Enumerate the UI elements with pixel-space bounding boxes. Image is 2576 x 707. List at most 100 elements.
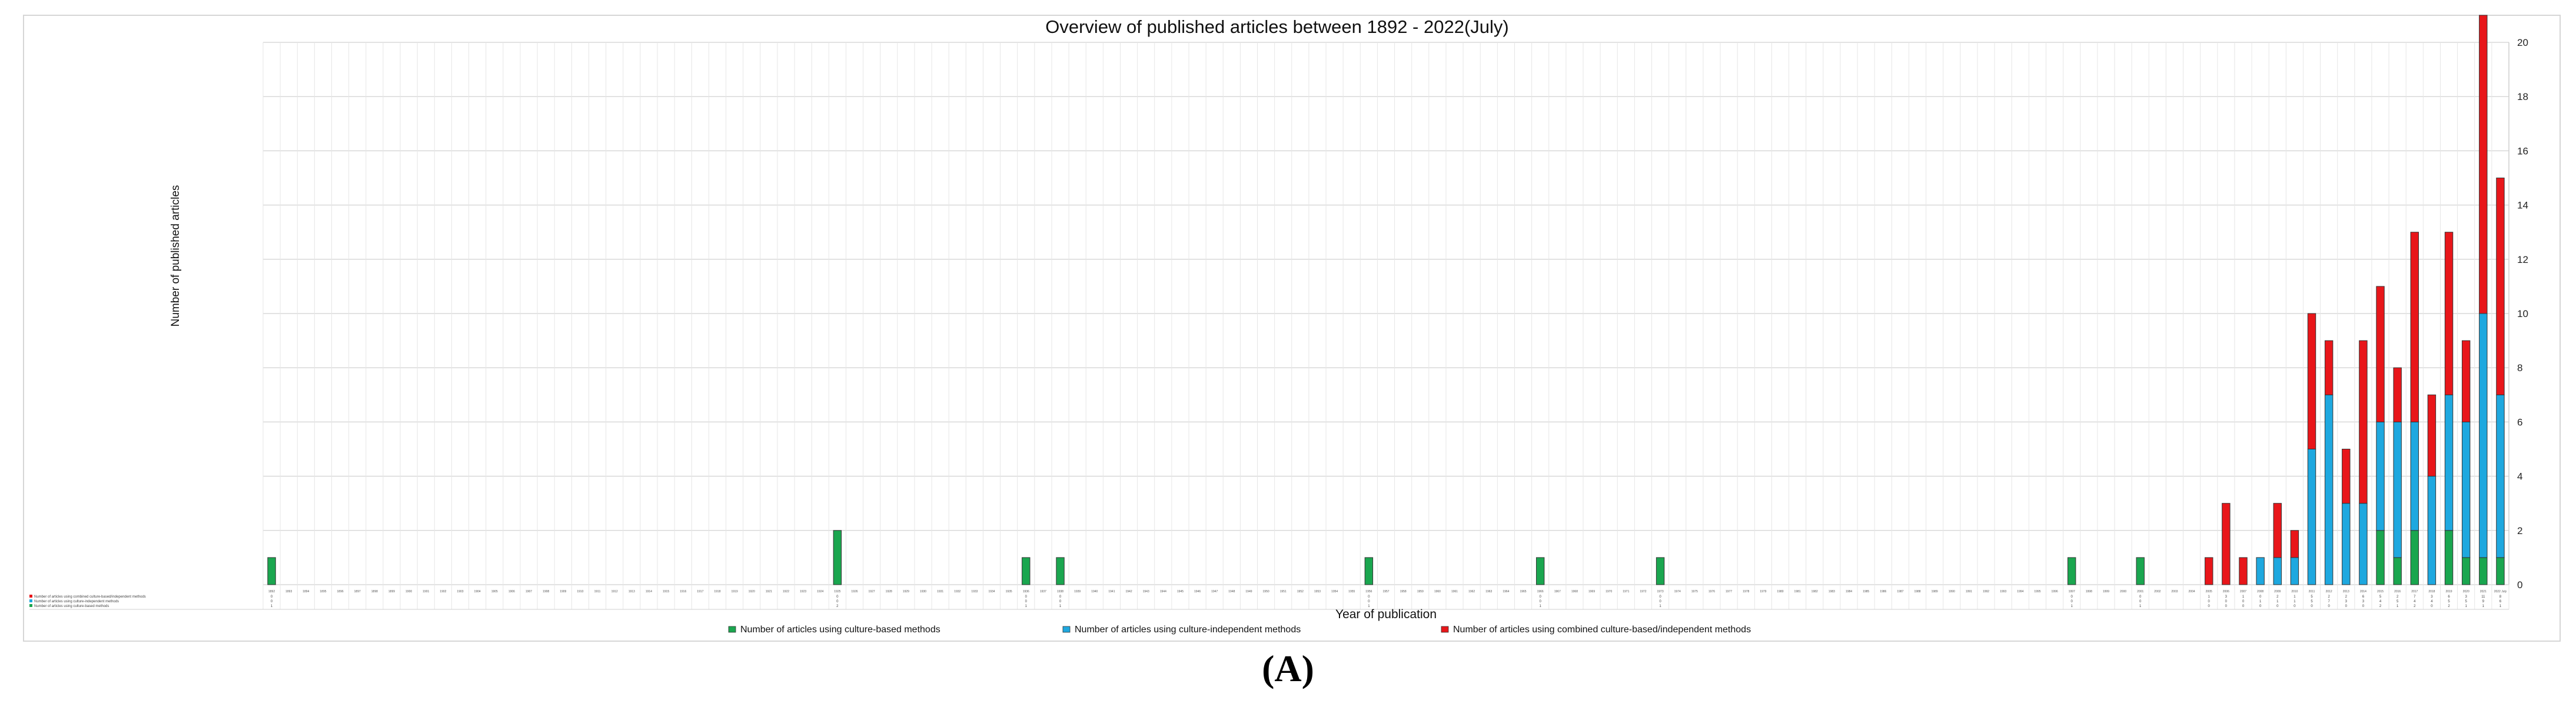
x-tick-label: 1959	[1417, 590, 1424, 593]
table-cell: 0	[2259, 605, 2262, 608]
x-tick-label: 2003	[2171, 590, 2178, 593]
y-tick-label: 18	[2517, 91, 2528, 102]
x-tick-label: 1895	[320, 590, 326, 593]
bar-segment-s2	[2307, 313, 2316, 449]
bar-segment-s2	[2273, 503, 2282, 558]
y-axis-label: Number of published articles	[169, 185, 182, 327]
table-cell: 6	[2362, 595, 2365, 599]
table-cell: 4	[2379, 600, 2382, 603]
x-tick-label: 1942	[1125, 590, 1132, 593]
table-cell: 2	[2414, 605, 2416, 608]
x-tick-label: 2013	[2343, 590, 2349, 593]
x-tick-label: 1969	[1588, 590, 1595, 593]
table-cell: 0	[1539, 600, 1541, 603]
table-cell: 0	[836, 600, 839, 603]
x-tick-label: 1958	[1400, 590, 1407, 593]
x-tick-label: 1983	[1829, 590, 1835, 593]
x-tick-label: 2009	[2274, 590, 2281, 593]
x-tick-label: 2016	[2394, 590, 2401, 593]
bar-segment-s0	[2067, 557, 2076, 585]
x-tick-label: 1931	[937, 590, 943, 593]
x-tick-label: 1985	[1863, 590, 1869, 593]
table-cell: 2	[2379, 605, 2382, 608]
table-cell: 0	[2225, 605, 2228, 608]
x-tick-label: 1961	[1451, 590, 1458, 593]
bar-segment-s1	[2307, 449, 2316, 585]
x-tick-label: 2021	[2480, 590, 2487, 593]
x-tick-label: 1991	[1966, 590, 1972, 593]
x-tick-label: 1968	[1571, 590, 1578, 593]
bar-segment-s1	[2290, 557, 2299, 585]
x-tick-label: 1905	[491, 590, 498, 593]
x-tick-label: 1906	[508, 590, 515, 593]
table-cell: 0	[1059, 595, 1062, 599]
table-cell: 1	[271, 605, 273, 608]
table-cell: 0	[2294, 605, 2296, 608]
table-cell: 0	[2071, 600, 2073, 603]
x-tick-label: 1934	[988, 590, 995, 593]
table-row-label: Number of articles using culture-indepen…	[34, 600, 119, 603]
table-cell: 1	[1025, 605, 1028, 608]
table-cell: 2	[2345, 595, 2348, 599]
x-tick-label: 1993	[2000, 590, 2006, 593]
table-row-label: Number of articles using culture-based m…	[34, 605, 109, 608]
x-tick-label: 1951	[1280, 590, 1287, 593]
table-cell: 0	[2242, 605, 2245, 608]
bar-segment-s0	[2479, 557, 2488, 585]
bar-segment-s0	[2444, 530, 2454, 585]
table-cell: 0	[1025, 600, 1028, 603]
x-tick-label: 2007	[2240, 590, 2246, 593]
x-tick-label: 1893	[285, 590, 292, 593]
x-tick-label: 1945	[1177, 590, 1184, 593]
bar-segment-s1	[2376, 421, 2385, 531]
x-tick-label: 1972	[1640, 590, 1646, 593]
table-cell: 0	[836, 595, 839, 599]
bar-segment-s1	[2496, 394, 2505, 558]
table-cell: 0	[271, 595, 273, 599]
x-tick-label: 1987	[1897, 590, 1903, 593]
x-tick-label: 1975	[1691, 590, 1698, 593]
x-tick-label: 1915	[663, 590, 669, 593]
x-tick-label: 2010	[2291, 590, 2298, 593]
legend-swatch	[1062, 626, 1071, 633]
x-tick-label: 1956	[1365, 590, 1372, 593]
x-tick-label: 1941	[1108, 590, 1115, 593]
y-ticks: 0 2 4 6 8 10 12 14 16 18 20	[2517, 37, 2528, 591]
x-tick-label: 1930	[920, 590, 926, 593]
x-tick-label: 1966	[1537, 590, 1544, 593]
x-tick-label: 2015	[2377, 590, 2384, 593]
x-tick-label: 1986	[1880, 590, 1886, 593]
x-tick-label: 1894	[303, 590, 309, 593]
table-cell: 0	[2362, 605, 2365, 608]
x-tick-label: 1939	[1074, 590, 1081, 593]
x-tick-label: 1925	[834, 590, 840, 593]
x-tick-label: 2011	[2309, 590, 2315, 593]
table-cell: 3	[2345, 600, 2348, 603]
bar-segment-s2	[2290, 530, 2299, 558]
bar-segment-s2	[2444, 232, 2454, 395]
bars	[267, 15, 2505, 585]
table-cell: 5	[2448, 600, 2450, 603]
x-tick-label: 1996	[2051, 590, 2058, 593]
bar-segment-s1	[2427, 476, 2437, 585]
x-tick-label: 1898	[371, 590, 378, 593]
x-tick-label: 1974	[1674, 590, 1681, 593]
table-cell: 1	[1659, 605, 1661, 608]
bar-segment-s2	[2359, 340, 2368, 504]
x-tick-label: 1990	[1949, 590, 1955, 593]
legend-swatch	[728, 626, 736, 633]
table-cell: 3	[2431, 595, 2433, 599]
table-cell: 0	[2276, 605, 2279, 608]
table-cell: 4	[2414, 600, 2416, 603]
table-cell: 1	[2071, 605, 2073, 608]
x-tick-label: 1940	[1091, 590, 1098, 593]
bar-segment-s0	[2136, 557, 2145, 585]
table-cell: 1	[2139, 605, 2142, 608]
x-tick-label: 1907	[526, 590, 532, 593]
bar-segment-s1	[2256, 557, 2265, 585]
x-tick-label: 1908	[543, 590, 549, 593]
table-cell: 1	[2482, 605, 2485, 608]
x-tick-label: 1981	[1794, 590, 1801, 593]
x-tick-label: 1967	[1554, 590, 1561, 593]
table-cell: 0	[1059, 600, 1062, 603]
